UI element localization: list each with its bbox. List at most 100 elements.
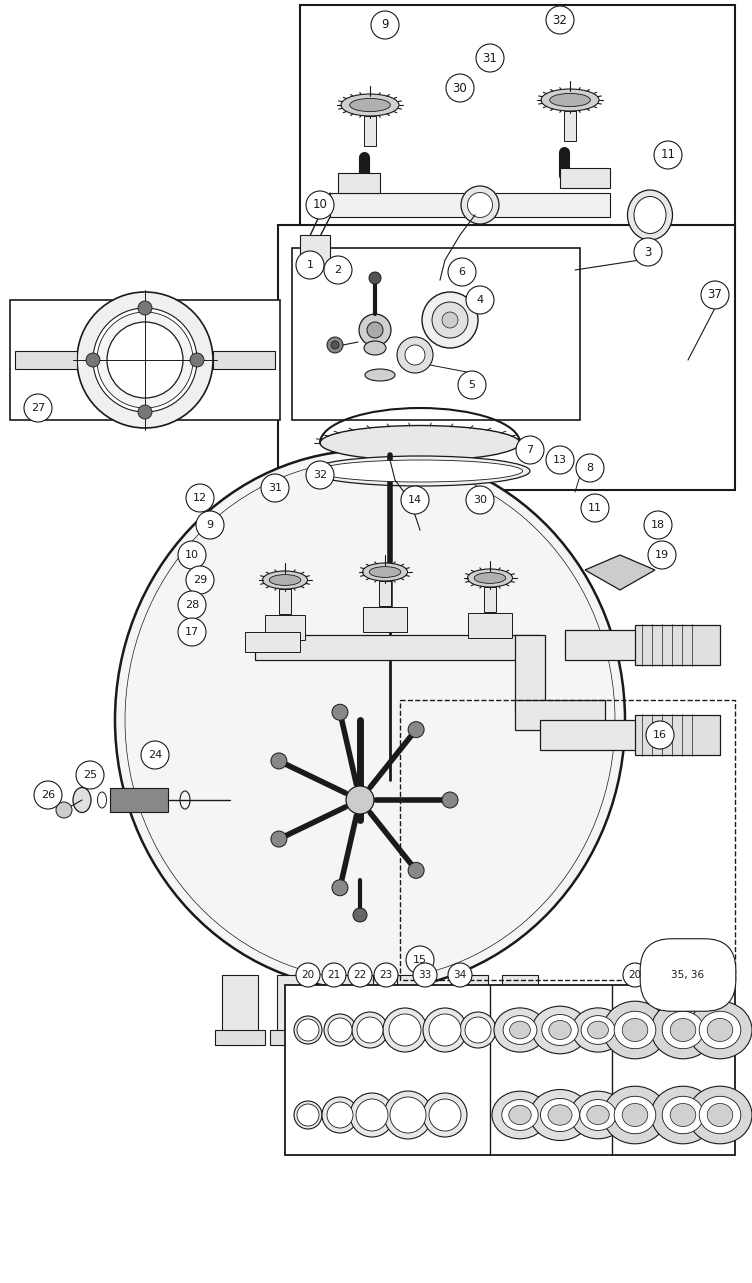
Bar <box>15 352 77 370</box>
Text: 37: 37 <box>708 289 723 302</box>
Ellipse shape <box>269 575 301 585</box>
Bar <box>452 975 488 1044</box>
Circle shape <box>408 862 424 879</box>
Text: 20: 20 <box>629 970 641 980</box>
Ellipse shape <box>581 1016 615 1044</box>
Bar <box>330 192 610 217</box>
Circle shape <box>442 792 458 808</box>
Bar <box>515 701 605 730</box>
Bar <box>445 1030 495 1044</box>
Ellipse shape <box>651 1087 715 1144</box>
Circle shape <box>374 964 398 987</box>
Circle shape <box>190 353 204 367</box>
Circle shape <box>397 337 433 373</box>
Text: 11: 11 <box>588 503 602 513</box>
Ellipse shape <box>550 94 590 106</box>
Ellipse shape <box>362 563 408 581</box>
Circle shape <box>186 484 214 512</box>
Circle shape <box>306 191 334 219</box>
Circle shape <box>178 591 206 618</box>
Ellipse shape <box>670 1103 696 1126</box>
Circle shape <box>331 341 339 349</box>
Ellipse shape <box>622 1103 647 1126</box>
Text: 32: 32 <box>553 14 568 27</box>
Circle shape <box>56 802 72 819</box>
Circle shape <box>138 405 152 420</box>
Ellipse shape <box>317 461 523 482</box>
Text: 18: 18 <box>651 520 665 530</box>
Bar <box>515 635 545 709</box>
Circle shape <box>294 1101 322 1129</box>
Ellipse shape <box>492 1092 548 1139</box>
Bar <box>502 975 538 1044</box>
Bar <box>213 352 275 370</box>
Text: 12: 12 <box>193 493 207 503</box>
Ellipse shape <box>614 1011 656 1048</box>
Circle shape <box>367 322 383 337</box>
Ellipse shape <box>364 341 386 355</box>
Bar <box>560 168 610 189</box>
Text: 35, 36: 35, 36 <box>672 970 705 980</box>
Text: 23: 23 <box>379 970 393 980</box>
Circle shape <box>466 486 494 514</box>
Circle shape <box>141 742 169 769</box>
Circle shape <box>332 880 348 896</box>
Ellipse shape <box>502 1100 538 1130</box>
Circle shape <box>442 312 458 328</box>
Text: 31: 31 <box>268 482 282 493</box>
Bar <box>400 701 735 980</box>
Ellipse shape <box>699 1011 741 1048</box>
Ellipse shape <box>603 1087 667 1144</box>
Bar <box>635 715 720 754</box>
Circle shape <box>460 1012 496 1048</box>
Text: 30: 30 <box>453 82 468 95</box>
Ellipse shape <box>541 89 599 112</box>
Bar <box>565 630 660 659</box>
Circle shape <box>357 1017 383 1043</box>
Ellipse shape <box>509 1106 531 1124</box>
Bar <box>468 613 512 638</box>
Text: 10: 10 <box>185 550 199 559</box>
Circle shape <box>76 761 104 789</box>
Text: 26: 26 <box>41 790 55 801</box>
Circle shape <box>429 1014 461 1046</box>
Circle shape <box>644 511 672 539</box>
Bar <box>390 1030 440 1044</box>
Bar <box>279 589 291 615</box>
Text: 2: 2 <box>335 266 341 275</box>
Ellipse shape <box>688 1087 752 1144</box>
Ellipse shape <box>651 1001 715 1058</box>
Ellipse shape <box>549 1020 572 1039</box>
Circle shape <box>34 781 62 810</box>
Circle shape <box>77 293 213 429</box>
Circle shape <box>328 1017 352 1042</box>
Circle shape <box>701 281 729 309</box>
Ellipse shape <box>707 1019 732 1042</box>
Circle shape <box>465 1017 491 1043</box>
Text: 10: 10 <box>313 199 327 212</box>
Circle shape <box>623 964 647 987</box>
Ellipse shape <box>475 572 506 584</box>
Circle shape <box>546 446 574 473</box>
Text: 7: 7 <box>526 445 534 455</box>
Circle shape <box>348 964 372 987</box>
Bar <box>255 635 540 659</box>
Text: 31: 31 <box>483 51 497 64</box>
Ellipse shape <box>622 1019 647 1042</box>
Circle shape <box>296 964 320 987</box>
Circle shape <box>294 1016 322 1044</box>
Circle shape <box>413 964 437 987</box>
Ellipse shape <box>548 1105 572 1125</box>
Ellipse shape <box>262 571 308 589</box>
Bar <box>215 1030 265 1044</box>
Ellipse shape <box>688 1001 752 1058</box>
Circle shape <box>324 1014 356 1046</box>
Circle shape <box>271 753 287 769</box>
Circle shape <box>359 314 391 346</box>
Text: 13: 13 <box>553 455 567 464</box>
Circle shape <box>297 1103 319 1126</box>
Bar <box>278 225 735 490</box>
Circle shape <box>448 258 476 286</box>
Ellipse shape <box>115 450 625 990</box>
Ellipse shape <box>503 1016 537 1044</box>
